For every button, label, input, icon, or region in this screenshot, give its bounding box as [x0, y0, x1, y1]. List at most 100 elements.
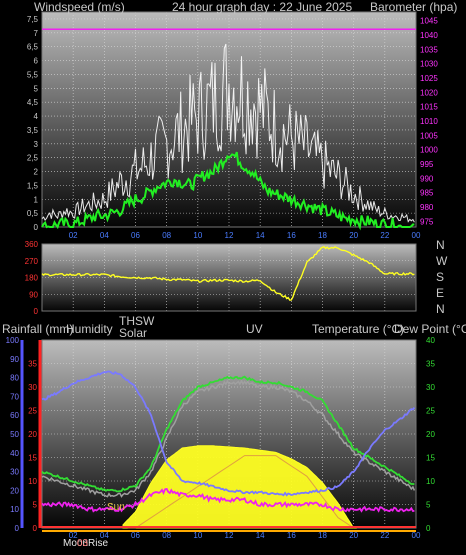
wind-x-tick-label: 16 [287, 231, 296, 240]
series-layer [41, 28, 416, 532]
wind-tick-label: 7 [34, 29, 39, 38]
moonrise-label: MoonRise [63, 538, 109, 549]
bottom-x-tick-label: 20 [349, 531, 358, 540]
rain-tick-label: 15 [28, 454, 37, 463]
wind-x-tick-label: 12 [225, 231, 234, 240]
humidity-axis-title: Humidity [66, 322, 113, 336]
barometer-tick-label: 990 [420, 174, 434, 183]
wind-x-tick-label: 14 [256, 231, 265, 240]
bottom-x-tick-label: 16 [287, 531, 296, 540]
humidity-line [41, 370, 416, 497]
wind-x-tick-label: 22 [380, 231, 389, 240]
bottom-x-tick-label: 10 [193, 531, 202, 540]
dewpoint-line [41, 487, 415, 513]
compass-label-n: N [436, 302, 445, 316]
barometer-axis-title: Barometer (hpa) [370, 0, 458, 14]
humidity-tick-label: 90 [10, 355, 19, 364]
barometer-tick-label: 1040 [420, 31, 438, 40]
uv-axis-title: UV [246, 322, 263, 336]
humidity-tick-label: 60 [10, 411, 19, 420]
wind-x-tick-label: 20 [349, 231, 358, 240]
uv-line [127, 455, 354, 529]
wind-tick-label: 0 [34, 223, 39, 232]
barometer-tick-label: 980 [420, 203, 434, 212]
sun-label: Sun [107, 502, 125, 513]
wind-x-tick-label: 08 [162, 231, 171, 240]
barometer-tick-label: 1045 [420, 17, 438, 26]
axis-layer: 0 0,5 1 1,5 2 2,5 3 3,5 4 4,5 5 5,5 6 6,5 7 7,5 975 980 98… [6, 15, 439, 540]
dewpoint-axis-title: Dew Point (°C) [394, 322, 466, 336]
barometer-tick-label: 1035 [420, 45, 438, 54]
compass-label-s: S [436, 270, 445, 284]
humidity-tick-label: 70 [10, 392, 19, 401]
wind-tick-label: 7,5 [27, 15, 39, 24]
barometer-tick-label: 995 [420, 160, 434, 169]
barometer-tick-label: 1030 [420, 60, 438, 69]
barometer-tick-label: 1000 [420, 146, 438, 155]
wind-tick-label: 6 [34, 57, 39, 66]
wind-average-line [41, 151, 415, 231]
humidity-tick-label: 40 [10, 449, 19, 458]
humidity-tick-label: 80 [10, 374, 19, 383]
bottom-x-tick-label: 14 [256, 531, 265, 540]
humidity-tick-label: 0 [15, 524, 20, 533]
rain-tick-label: 10 [28, 477, 37, 486]
moonrise-value: 03 [77, 538, 89, 549]
solar-axis-title: Solar [119, 326, 148, 340]
wind-tick-label: 5 [34, 84, 39, 93]
wind-gust-line [41, 43, 415, 223]
wind-plot-area [42, 12, 416, 227]
temperature-tick-label: 10 [426, 477, 435, 486]
direction-tick-label: 360 [25, 240, 39, 249]
compass-label-n: N [436, 238, 445, 252]
barometer-tick-label: 985 [420, 189, 434, 198]
wind-x-tick-label: 06 [131, 231, 140, 240]
bottom-x-tick-label: 06 [131, 531, 140, 540]
wind-x-tick-label: 18 [318, 231, 327, 240]
rain-tick-label: 30 [28, 383, 37, 392]
barometer-tick-label: 1010 [420, 117, 438, 126]
wind-tick-label: 1,5 [27, 181, 39, 190]
wind-direction-line [41, 246, 415, 301]
bottom-x-tick-label: 22 [380, 531, 389, 540]
bottom-x-tick-label: 00 [412, 531, 421, 540]
compass-label-e: E [436, 286, 445, 300]
humidity-tick-label: 100 [6, 336, 20, 345]
barometer-tick-label: 1015 [420, 103, 438, 112]
wind-x-tick-label: 10 [193, 231, 202, 240]
rain-tick-label: 35 [28, 360, 37, 369]
wind-x-tick-label: 04 [100, 231, 109, 240]
rain-tick-label: 25 [28, 407, 37, 416]
temperature-tick-label: 25 [426, 407, 435, 416]
barometer-tick-label: 1025 [420, 74, 438, 83]
bottom-x-tick-label: 12 [225, 531, 234, 540]
wind-tick-label: 2,5 [27, 154, 39, 163]
wind-tick-label: 3,5 [27, 126, 39, 135]
rain-tick-label: 5 [33, 501, 38, 510]
rain-tick-label: 0 [33, 524, 38, 533]
compass-label-w: W [436, 254, 448, 268]
barometer-tick-label: 1020 [420, 88, 438, 97]
direction-tick-label: 270 [25, 257, 39, 266]
bottom-x-tick-label: 08 [162, 531, 171, 540]
humidity-tick-label: 30 [10, 468, 19, 477]
direction-tick-label: 180 [25, 274, 39, 283]
humidity-tick-label: 50 [10, 430, 19, 439]
rainfall-axis-title: Rainfall (mm) [2, 322, 74, 336]
temperature-tick-label: 35 [426, 360, 435, 369]
direction-tick-label: 0 [34, 307, 39, 316]
temperature-tick-label: 30 [426, 383, 435, 392]
wind-tick-label: 5,5 [27, 70, 39, 79]
humidity-tick-label: 20 [10, 486, 19, 495]
bottom-x-tick-label: 02 [69, 531, 78, 540]
wind-tick-label: 4 [34, 112, 39, 121]
temperature-axis-title: Temperature (°C) [312, 322, 405, 336]
barometer-tick-label: 1005 [420, 131, 438, 140]
wind-plot-border [41, 11, 417, 228]
wind-axis-title: Windspeed (m/s) [34, 0, 125, 14]
temperature-tick-label: 20 [426, 430, 435, 439]
wind-x-tick-label: 02 [69, 231, 78, 240]
direction-tick-label: 90 [29, 290, 38, 299]
wind-tick-label: 0,5 [27, 209, 39, 218]
